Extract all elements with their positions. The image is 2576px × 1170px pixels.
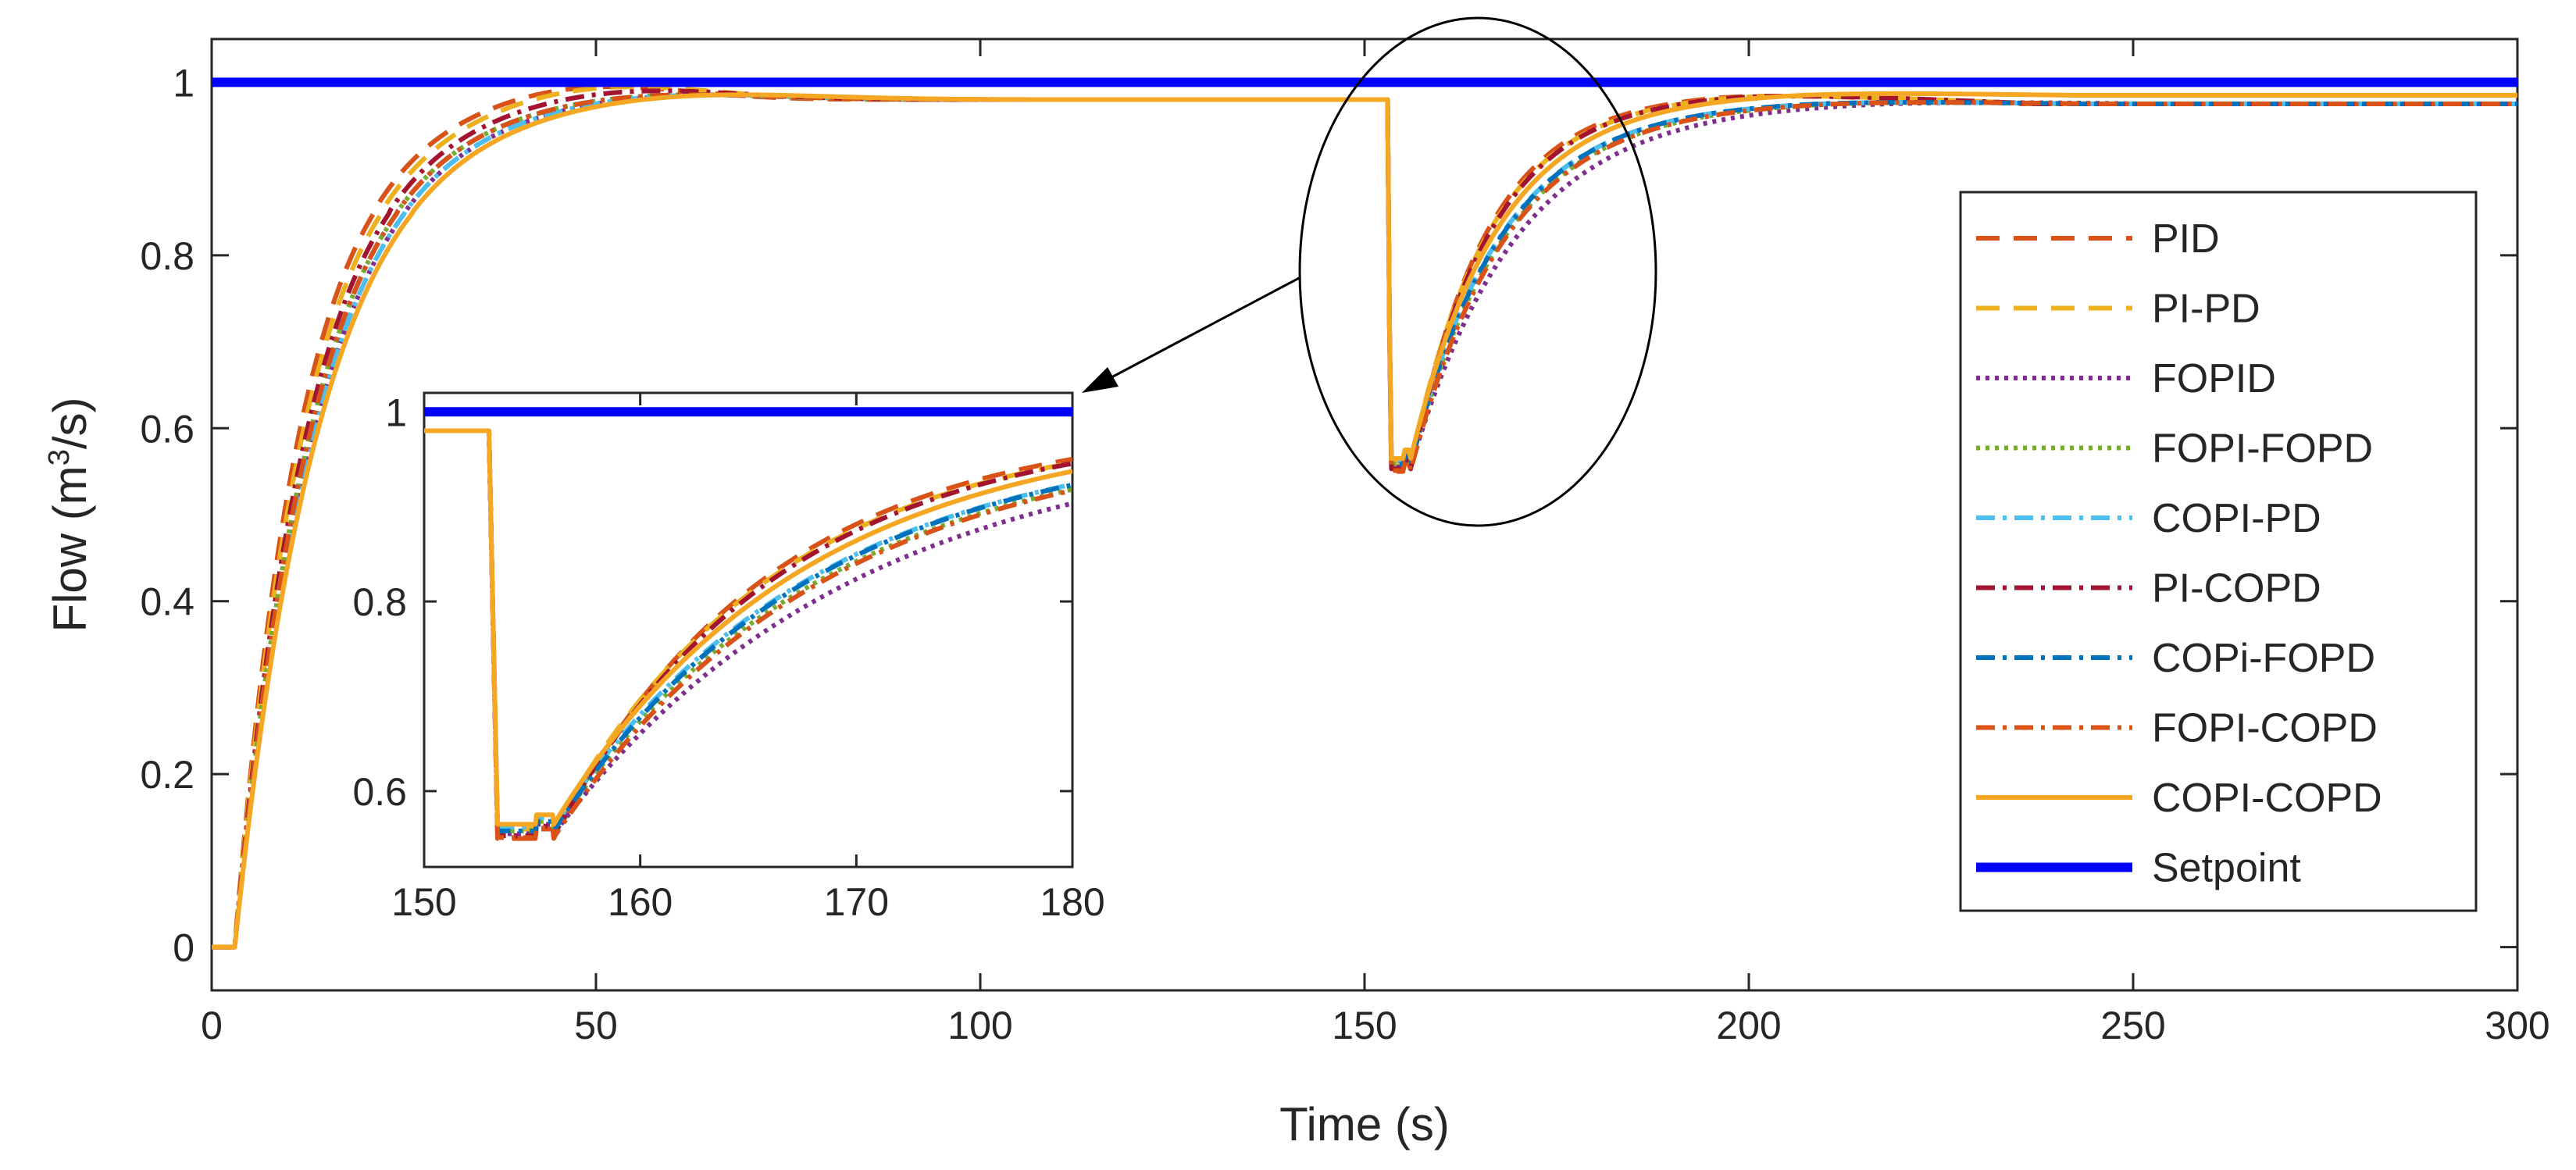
legend-label-copi-pd: COPI-PD bbox=[2152, 496, 2321, 541]
legend-label-fopi-copd: FOPI-COPD bbox=[2152, 706, 2378, 751]
legend-label-pi-copd: PI-COPD bbox=[2152, 566, 2321, 612]
main-y-tick-label: 0.2 bbox=[140, 753, 194, 797]
main-axis-ticks: 0 50 100 150 200 250 300 0 0.2 0.4 0.6 0.8 1 bbox=[140, 39, 2550, 1047]
inset-series-copi-copd bbox=[424, 428, 1072, 827]
legend-items: PID PI-PD FOPID FOPI-FOPD COPI-PD PI-COPD COPi… bbox=[1976, 216, 2382, 891]
legend-label-fopi-fopd: FOPI-FOPD bbox=[2152, 426, 2373, 472]
main-x-tick-label: 50 bbox=[574, 1004, 618, 1047]
main-series-group bbox=[212, 77, 2517, 950]
zoom-arrow-head bbox=[1082, 367, 1119, 393]
main-x-tick-label: 200 bbox=[1716, 1004, 1781, 1047]
inset-axis-ticks: 150 160 170 180 0.6 0.8 1 bbox=[352, 391, 1104, 924]
inset-series-group bbox=[424, 407, 1072, 841]
inset-series-copi-fopd bbox=[424, 428, 1072, 833]
main-x-tick-label: 100 bbox=[947, 1004, 1012, 1047]
legend-label-setpoint: Setpoint bbox=[2152, 846, 2301, 891]
main-y-tick-label: 0.8 bbox=[140, 234, 194, 278]
legend-label-copi-fopd: COPi-FOPD bbox=[2152, 636, 2375, 681]
zoom-arrow-line bbox=[1101, 276, 1301, 384]
x-axis-label: Time (s) bbox=[1279, 1098, 1450, 1150]
inset-series-fopi-copd bbox=[424, 428, 1072, 840]
zoom-ellipse bbox=[1298, 16, 1657, 527]
legend-label-pid: PID bbox=[2152, 216, 2220, 262]
inset-series-copi-pd bbox=[424, 428, 1072, 830]
main-x-tick-label: 0 bbox=[201, 1004, 223, 1047]
legend-label-copi-copd: COPI-COPD bbox=[2152, 776, 2382, 821]
main-x-tick-label: 250 bbox=[2100, 1004, 2165, 1047]
inset-y-tick-label: 0.6 bbox=[352, 770, 407, 814]
inset-x-tick-label: 170 bbox=[824, 880, 889, 924]
inset-x-tick-label: 180 bbox=[1040, 880, 1104, 924]
inset-x-tick-label: 160 bbox=[608, 880, 673, 924]
inset-y-tick-label: 1 bbox=[385, 391, 407, 434]
main-series-copi-fopd bbox=[212, 92, 2517, 950]
main-series-copi-copd bbox=[212, 91, 2517, 950]
y-axis-label: Flow (m3/s) bbox=[43, 397, 96, 632]
inset-y-tick-label: 0.8 bbox=[352, 580, 407, 624]
main-y-tick-label: 0.4 bbox=[140, 580, 194, 624]
legend-label-fopid: FOPID bbox=[2152, 356, 2276, 401]
main-x-tick-label: 300 bbox=[2485, 1004, 2549, 1047]
main-y-tick-label: 0.6 bbox=[140, 407, 194, 451]
legend-label-pi-pd: PI-PD bbox=[2152, 287, 2260, 332]
legend-box bbox=[1959, 191, 2478, 912]
main-y-tick-label: 1 bbox=[173, 61, 194, 105]
main-y-tick-label: 0 bbox=[173, 926, 194, 970]
main-x-tick-label: 150 bbox=[1332, 1004, 1397, 1047]
inset-x-tick-label: 150 bbox=[391, 880, 456, 924]
